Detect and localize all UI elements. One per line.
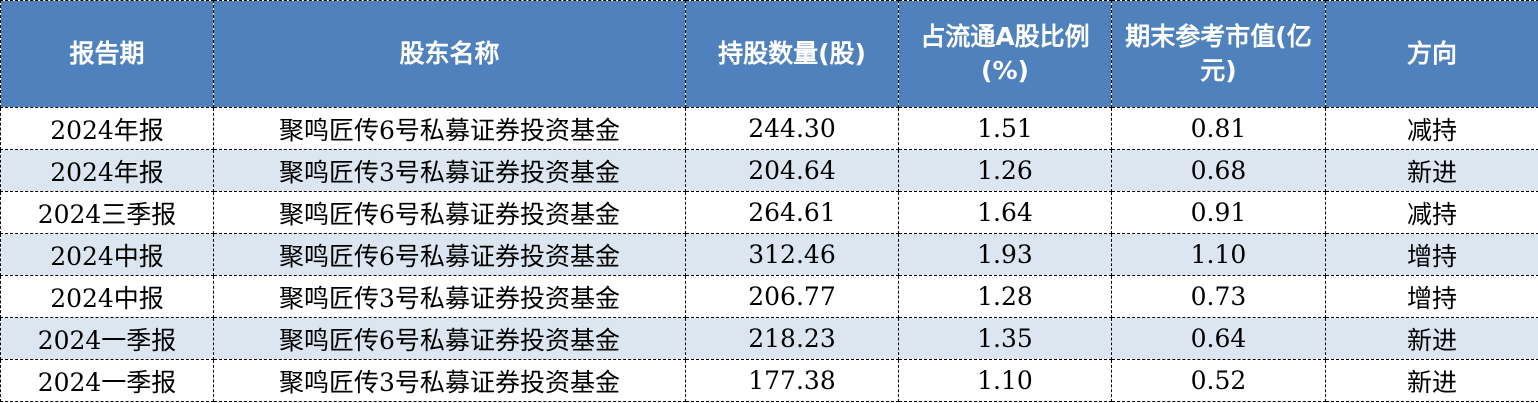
cell-shareholder-name: 聚鸣匠传6号私募证券投资基金 bbox=[213, 191, 686, 234]
header-row: 报告期 股东名称 持股数量(股) 占流通A股比例(%) 期末参考市值(亿元) 方向 bbox=[0, 0, 1538, 108]
cell-report-period: 2024一季报 bbox=[0, 317, 214, 360]
cell-market-value: 0.52 bbox=[1111, 359, 1326, 402]
header-report-period: 报告期 bbox=[0, 0, 214, 108]
cell-shares-held: 204.64 bbox=[685, 149, 899, 192]
cell-market-value: 0.73 bbox=[1111, 275, 1326, 318]
header-market-value: 期末参考市值(亿元) bbox=[1111, 0, 1326, 108]
cell-shareholder-name: 聚鸣匠传6号私募证券投资基金 bbox=[213, 317, 686, 360]
cell-shares-held: 177.38 bbox=[685, 359, 899, 402]
cell-market-value: 0.91 bbox=[1111, 191, 1326, 234]
header-shareholder-name: 股东名称 bbox=[213, 0, 686, 108]
cell-report-period: 2024三季报 bbox=[0, 191, 214, 234]
cell-report-period: 2024一季报 bbox=[0, 359, 214, 402]
table-row: 2024年报 聚鸣匠传6号私募证券投资基金 244.30 1.51 0.81 减持 bbox=[0, 107, 1538, 150]
cell-shares-held: 312.46 bbox=[685, 233, 899, 276]
header-float-ratio: 占流通A股比例(%) bbox=[898, 0, 1112, 108]
header-direction: 方向 bbox=[1325, 0, 1538, 108]
cell-direction: 增持 bbox=[1325, 275, 1538, 318]
cell-report-period: 2024年报 bbox=[0, 149, 214, 192]
cell-direction: 减持 bbox=[1325, 107, 1538, 150]
cell-direction: 新进 bbox=[1325, 359, 1538, 402]
table-row: 2024三季报 聚鸣匠传6号私募证券投资基金 264.61 1.64 0.91 减持 bbox=[0, 191, 1538, 234]
cell-report-period: 2024年报 bbox=[0, 107, 214, 150]
cell-market-value: 1.10 bbox=[1111, 233, 1326, 276]
cell-market-value: 0.68 bbox=[1111, 149, 1326, 192]
cell-direction: 新进 bbox=[1325, 317, 1538, 360]
cell-float-ratio: 1.26 bbox=[898, 149, 1112, 192]
cell-shareholder-name: 聚鸣匠传3号私募证券投资基金 bbox=[213, 359, 686, 402]
cell-shares-held: 264.61 bbox=[685, 191, 899, 234]
cell-shares-held: 206.77 bbox=[685, 275, 899, 318]
header-shares-held: 持股数量(股) bbox=[685, 0, 899, 108]
cell-market-value: 0.81 bbox=[1111, 107, 1326, 150]
cell-shareholder-name: 聚鸣匠传6号私募证券投资基金 bbox=[213, 233, 686, 276]
cell-report-period: 2024中报 bbox=[0, 233, 214, 276]
cell-market-value: 0.64 bbox=[1111, 317, 1326, 360]
cell-shares-held: 218.23 bbox=[685, 317, 899, 360]
cell-shareholder-name: 聚鸣匠传3号私募证券投资基金 bbox=[213, 149, 686, 192]
cell-float-ratio: 1.10 bbox=[898, 359, 1112, 402]
cell-float-ratio: 1.28 bbox=[898, 275, 1112, 318]
cell-shares-held: 244.30 bbox=[685, 107, 899, 150]
cell-float-ratio: 1.35 bbox=[898, 317, 1112, 360]
cell-shareholder-name: 聚鸣匠传3号私募证券投资基金 bbox=[213, 275, 686, 318]
cell-float-ratio: 1.51 bbox=[898, 107, 1112, 150]
cell-float-ratio: 1.93 bbox=[898, 233, 1112, 276]
cell-direction: 减持 bbox=[1325, 191, 1538, 234]
cell-direction: 新进 bbox=[1325, 149, 1538, 192]
cell-shareholder-name: 聚鸣匠传6号私募证券投资基金 bbox=[213, 107, 686, 150]
cell-direction: 增持 bbox=[1325, 233, 1538, 276]
table-row: 2024年报 聚鸣匠传3号私募证券投资基金 204.64 1.26 0.68 新进 bbox=[0, 149, 1538, 192]
table-row: 2024一季报 聚鸣匠传6号私募证券投资基金 218.23 1.35 0.64 新进 bbox=[0, 317, 1538, 360]
table-row: 2024一季报 聚鸣匠传3号私募证券投资基金 177.38 1.10 0.52 新进 bbox=[0, 359, 1538, 402]
table-row: 2024中报 聚鸣匠传6号私募证券投资基金 312.46 1.93 1.10 增持 bbox=[0, 233, 1538, 276]
cell-float-ratio: 1.64 bbox=[898, 191, 1112, 234]
table-row: 2024中报 聚鸣匠传3号私募证券投资基金 206.77 1.28 0.73 增持 bbox=[0, 275, 1538, 318]
cell-report-period: 2024中报 bbox=[0, 275, 214, 318]
